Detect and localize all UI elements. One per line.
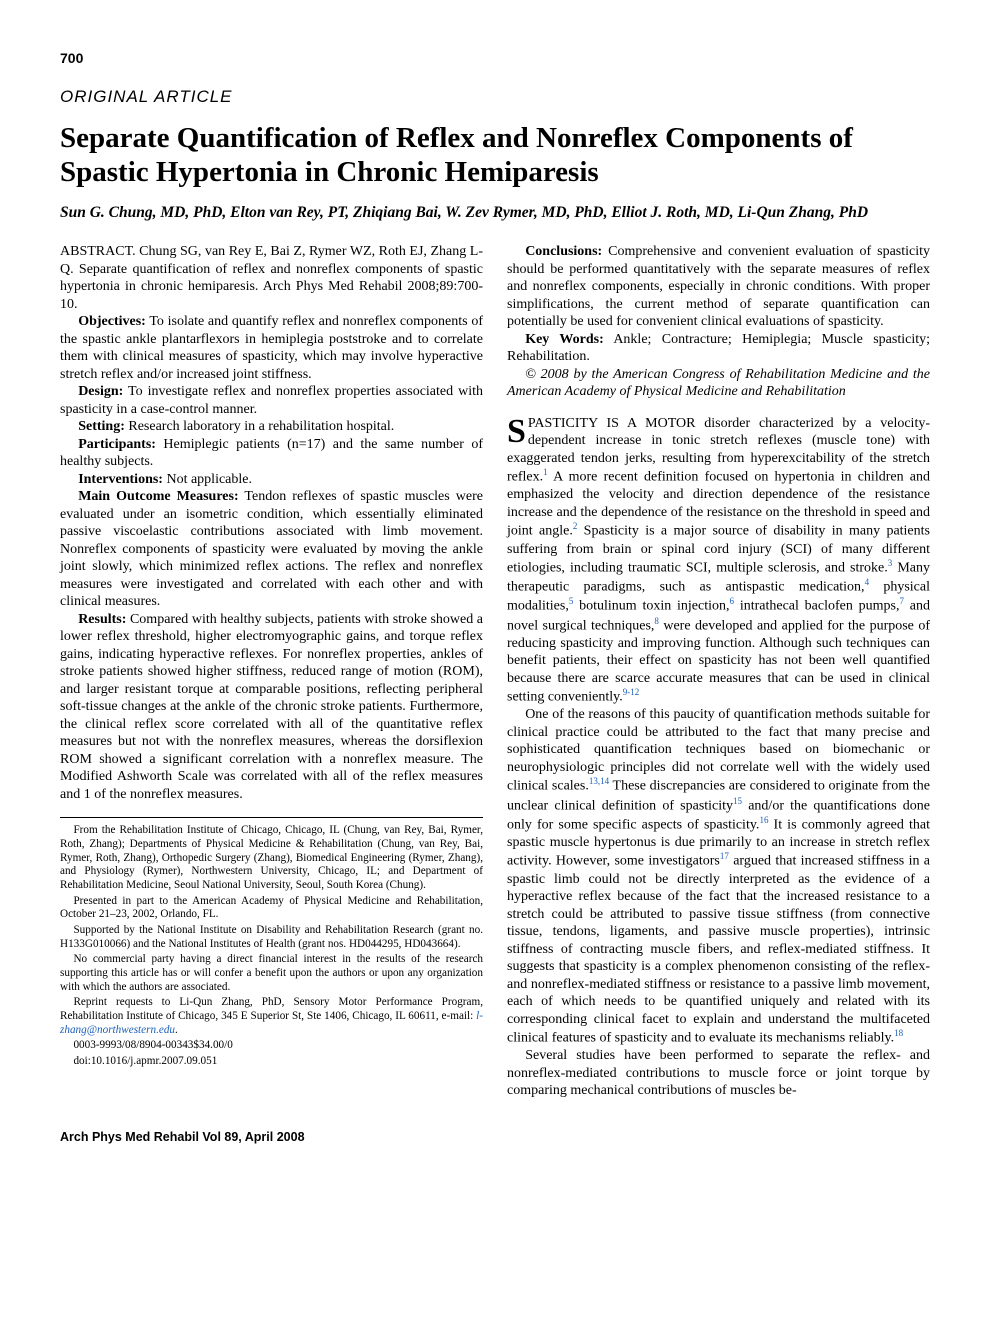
ref-13-14[interactable]: 13,14 [589, 776, 609, 786]
footnote-issn: 0003-9993/08/8904-00343$34.00/0 [60, 1039, 483, 1053]
outcome-label: Main Outcome Measures: [78, 489, 238, 504]
intro-p1-g: intrathecal baclofen pumps, [734, 599, 899, 614]
section-break [507, 401, 930, 415]
footnotes-block: From the Rehabilitation Institute of Chi… [60, 817, 483, 1068]
footnote-reprint-b: . [175, 1024, 178, 1036]
outcome-text: Tendon reflexes of spastic muscles were … [60, 489, 483, 609]
footnote-presented: Presented in part to the American Academ… [60, 895, 483, 922]
abstract-interventions: Interventions: Not applicable. [60, 471, 483, 489]
results-text: Compared with healthy subjects, patients… [60, 612, 483, 802]
copyright-line: © 2008 by the American Congress of Rehab… [507, 366, 930, 401]
article-title: Separate Quantification of Reflex and No… [60, 121, 930, 189]
keywords-label: Key Words: [525, 332, 604, 347]
conclusions-label: Conclusions: [525, 244, 602, 259]
interventions-label: Interventions: [78, 472, 163, 487]
intro-p1-f: botulinum toxin injection, [573, 599, 729, 614]
ref-17[interactable]: 17 [720, 851, 729, 861]
intro-p2-e: argued that increased stiffness in a spa… [507, 854, 930, 1046]
ref-15[interactable]: 15 [733, 796, 742, 806]
footnote-reprint: Reprint requests to Li-Qun Zhang, PhD, S… [60, 996, 483, 1037]
abstract-outcome: Main Outcome Measures: Tendon reflexes o… [60, 488, 483, 611]
intro-paragraph-1: SPASTICITY IS A MOTOR disorder character… [507, 415, 930, 707]
abstract-results: Results: Compared with healthy subjects,… [60, 611, 483, 804]
citation-paragraph: ABSTRACT. Chung SG, van Rey E, Bai Z, Ry… [60, 243, 483, 313]
body-columns: ABSTRACT. Chung SG, van Rey E, Bai Z, Ry… [60, 243, 930, 1099]
authors-line: Sun G. Chung, MD, PhD, Elton van Rey, PT… [60, 203, 930, 223]
abstract-keywords: Key Words: Ankle; Contracture; Hemiplegi… [507, 331, 930, 366]
setting-text: Research laboratory in a rehabilitation … [125, 419, 394, 434]
participants-label: Participants: [78, 437, 156, 452]
abstract-conclusions: Conclusions: Comprehensive and convenien… [507, 243, 930, 331]
abstract-setting: Setting: Research laboratory in a rehabi… [60, 418, 483, 436]
ref-18[interactable]: 18 [894, 1028, 903, 1038]
footnote-supported: Supported by the National Institute on D… [60, 924, 483, 951]
journal-footer: Arch Phys Med Rehabil Vol 89, April 2008 [60, 1130, 930, 1146]
setting-label: Setting: [78, 419, 125, 434]
intro-paragraph-2: One of the reasons of this paucity of qu… [507, 706, 930, 1047]
footnote-affiliations: From the Rehabilitation Institute of Chi… [60, 824, 483, 892]
abstract-participants: Participants: Hemiplegic patients (n=17)… [60, 436, 483, 471]
page-number: 700 [60, 50, 930, 68]
objectives-label: Objectives: [78, 314, 146, 329]
design-text: To investigate reflex and nonreflex prop… [60, 384, 483, 417]
footnote-conflict: No commercial party having a direct fina… [60, 953, 483, 994]
article-type: ORIGINAL ARTICLE [60, 86, 930, 107]
ref-9-12[interactable]: 9-12 [623, 687, 640, 697]
footnote-reprint-a: Reprint requests to Li-Qun Zhang, PhD, S… [60, 996, 483, 1022]
interventions-text: Not applicable. [163, 472, 252, 487]
design-label: Design: [78, 384, 123, 399]
intro-paragraph-3: Several studies have been performed to s… [507, 1047, 930, 1100]
abstract-design: Design: To investigate reflex and nonref… [60, 383, 483, 418]
footnote-doi: doi:10.1016/j.apmr.2007.09.051 [60, 1055, 483, 1069]
results-label: Results: [78, 612, 126, 627]
abstract-objectives: Objectives: To isolate and quantify refl… [60, 313, 483, 383]
